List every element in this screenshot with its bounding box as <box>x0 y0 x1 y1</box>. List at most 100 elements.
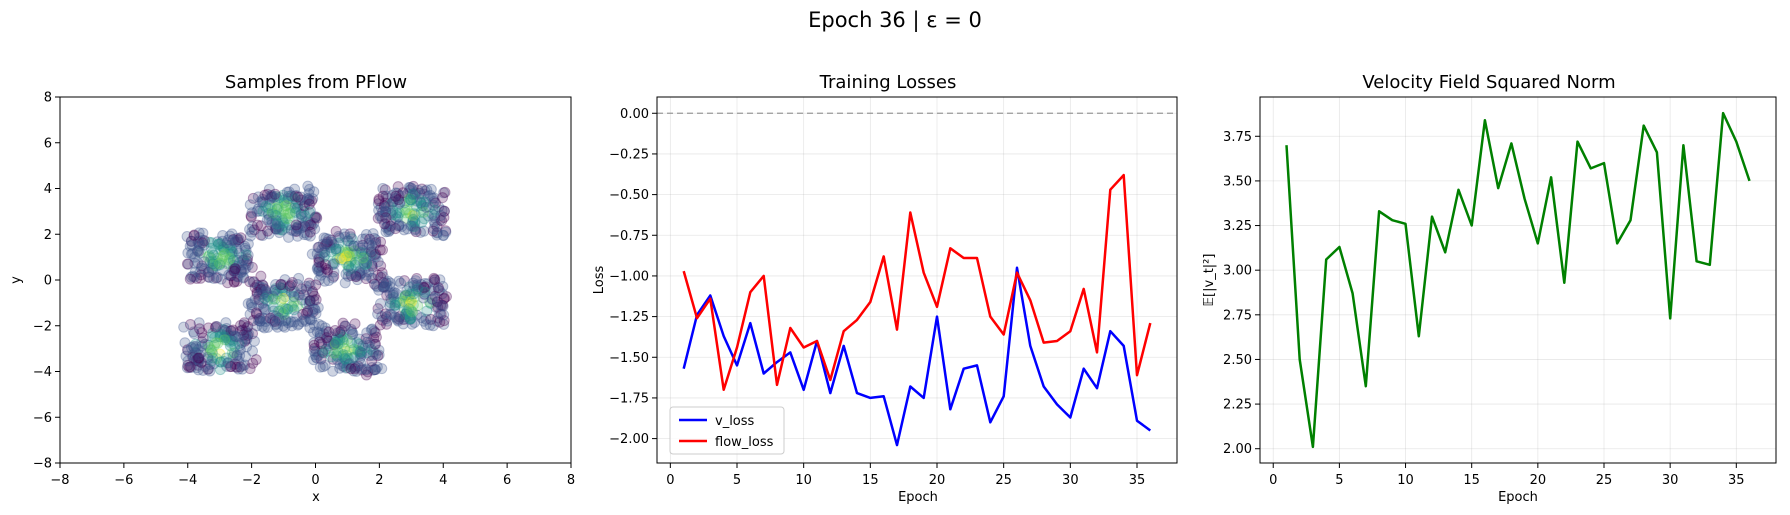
scatter-point <box>297 220 309 232</box>
scatter-point <box>390 209 402 221</box>
scatter-point <box>255 220 267 232</box>
scatter-point <box>365 246 377 258</box>
scatter-point <box>314 254 326 266</box>
scatter-point <box>389 303 401 315</box>
scatter-point <box>360 229 372 241</box>
scatter-point <box>393 207 405 219</box>
scatter-point <box>204 344 216 356</box>
scatter-point <box>229 358 241 370</box>
scatter-point <box>429 273 441 285</box>
scatter-point <box>208 249 220 261</box>
scatter-point <box>225 325 237 337</box>
scatter-point <box>380 276 392 288</box>
scatter-point <box>314 361 326 373</box>
scatter-point <box>280 315 292 327</box>
scatter-point <box>349 318 361 330</box>
scatter-point <box>298 200 310 212</box>
scatter-point <box>411 195 423 207</box>
scatter-point <box>271 203 283 215</box>
scatter-point <box>214 259 226 271</box>
scatter-point <box>298 206 310 218</box>
scatter-point <box>371 281 383 293</box>
scatter-point <box>203 236 215 248</box>
scatter-point <box>218 331 230 343</box>
scatter-point <box>336 329 348 341</box>
scatter-point <box>288 291 300 303</box>
scatter-point <box>235 264 247 276</box>
scatter-point <box>184 361 196 373</box>
scatter-point <box>223 269 235 281</box>
scatter-point <box>219 249 231 261</box>
scatter-point <box>241 327 253 339</box>
scatter-point <box>309 211 321 223</box>
scatter-point <box>356 267 368 279</box>
scatter-point <box>360 269 372 281</box>
scatter-point <box>408 279 420 291</box>
scatter-xlabel: x <box>312 490 320 505</box>
scatter-point <box>345 337 357 349</box>
legend-v-loss-label: v_loss <box>715 414 755 429</box>
scatter-point <box>431 227 443 239</box>
scatter-point <box>421 278 433 290</box>
scatter-point <box>224 240 236 252</box>
scatter-point <box>343 260 355 272</box>
losses-ylabel: Loss <box>592 266 607 295</box>
scatter-point <box>376 314 388 326</box>
scatter-point <box>300 315 312 327</box>
scatter-point <box>321 266 333 278</box>
scatter-point <box>320 343 332 355</box>
scatter-point <box>282 208 294 220</box>
scatter-point <box>364 250 376 262</box>
scatter-point <box>204 365 216 377</box>
scatter-point <box>280 221 292 233</box>
scatter-point <box>309 349 321 361</box>
scatter-point <box>240 257 252 269</box>
scatter-point <box>344 228 356 240</box>
scatter-point <box>221 237 233 249</box>
scatter-point <box>380 278 392 290</box>
scatter-point <box>244 276 256 288</box>
scatter-point <box>203 250 215 262</box>
scatter-point <box>304 183 316 195</box>
scatter-point <box>224 361 236 373</box>
scatter-point <box>188 230 200 242</box>
scatter-point <box>409 216 421 228</box>
scatter-point <box>310 211 322 223</box>
scatter-point <box>414 194 426 206</box>
scatter-point <box>342 352 354 364</box>
scatter-point <box>233 257 245 269</box>
scatter-point <box>280 200 292 212</box>
scatter-point <box>401 306 413 318</box>
scatter-point <box>438 315 450 327</box>
scatter-point <box>305 219 317 231</box>
x-tick-label: 30 <box>1662 473 1679 488</box>
scatter-point <box>437 192 449 204</box>
scatter-point <box>185 271 197 283</box>
scatter-point <box>432 301 444 313</box>
scatter-point <box>188 328 200 340</box>
scatter-point <box>322 345 334 357</box>
scatter-point <box>428 210 440 222</box>
scatter-point <box>394 311 406 323</box>
scatter-point <box>335 252 347 264</box>
scatter-point <box>402 291 414 303</box>
scatter-point <box>359 247 371 259</box>
scatter-point <box>269 315 281 327</box>
scatter-point <box>303 194 315 206</box>
scatter-point <box>296 316 308 328</box>
scatter-point <box>347 352 359 364</box>
scatter-point <box>215 273 227 285</box>
scatter-point <box>239 240 251 252</box>
scatter-point <box>217 329 229 341</box>
scatter-point <box>313 318 325 330</box>
scatter-point <box>350 271 362 283</box>
scatter-point <box>406 296 418 308</box>
scatter-point <box>251 286 263 298</box>
scatter-point <box>242 298 254 310</box>
scatter-point <box>302 180 314 192</box>
scatter-point <box>407 188 419 200</box>
scatter-point <box>350 248 362 260</box>
scatter-point <box>299 221 311 233</box>
scatter-point <box>214 328 226 340</box>
scatter-point <box>309 212 321 224</box>
